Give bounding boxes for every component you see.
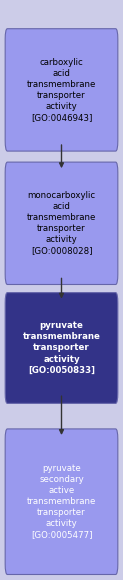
FancyBboxPatch shape <box>5 29 118 151</box>
FancyBboxPatch shape <box>5 292 118 404</box>
Text: carboxylic
acid
transmembrane
transporter
activity
[GO:0046943]: carboxylic acid transmembrane transporte… <box>27 57 96 122</box>
FancyBboxPatch shape <box>5 429 118 574</box>
Text: monocarboxylic
acid
transmembrane
transporter
activity
[GO:0008028]: monocarboxylic acid transmembrane transp… <box>27 191 96 256</box>
Text: pyruvate
transmembrane
transporter
activity
[GO:0050833]: pyruvate transmembrane transporter activ… <box>23 321 100 375</box>
Text: pyruvate
secondary
active
transmembrane
transporter
activity
[GO:0005477]: pyruvate secondary active transmembrane … <box>27 464 96 539</box>
FancyBboxPatch shape <box>5 162 118 285</box>
